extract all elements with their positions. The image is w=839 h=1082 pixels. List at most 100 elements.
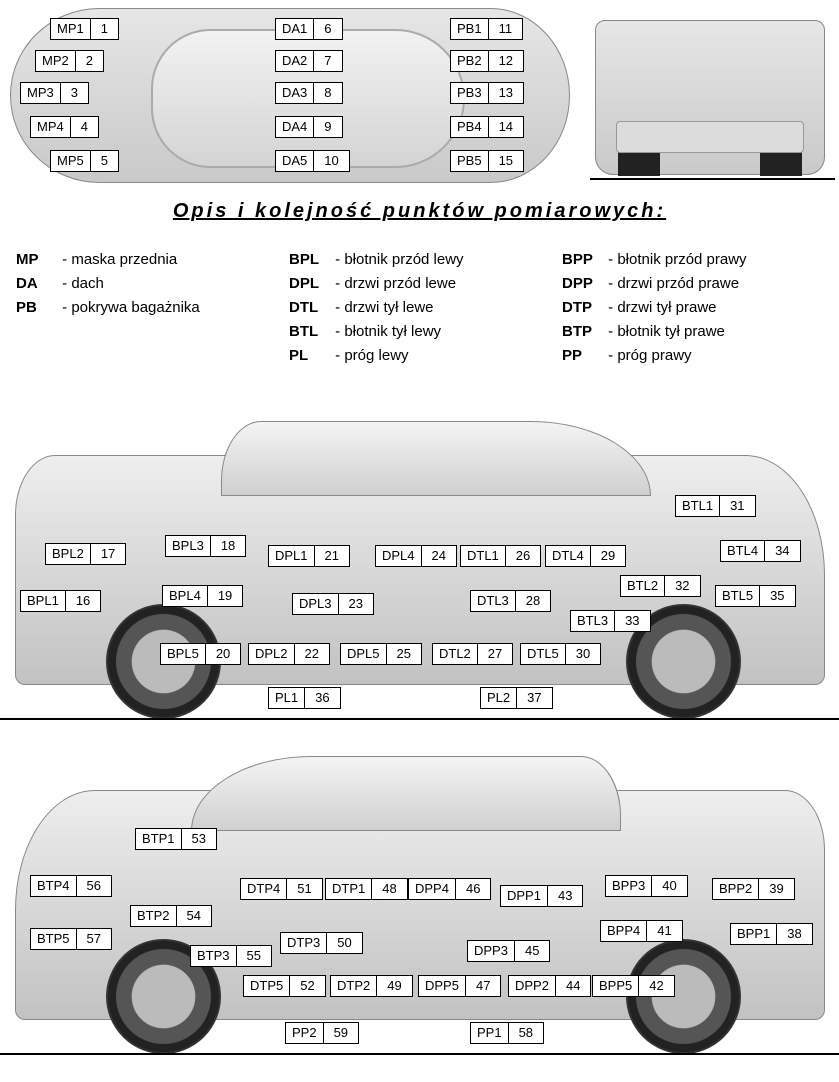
measure-label-btl1: BTL131 [675,495,756,517]
measure-label-code: DTL4 [546,546,591,566]
measure-label-number: 12 [489,51,523,71]
measure-label-code: PB4 [451,117,489,137]
measure-label-number: 51 [287,879,321,899]
measure-label-code: DTP5 [244,976,290,996]
measure-label-number: 33 [615,611,649,631]
measure-label-number: 25 [387,644,421,664]
measure-label-dtp1: DTP148 [325,878,408,900]
measure-label-dpl2: DPL222 [248,643,330,665]
measure-label-pb4: PB414 [450,116,524,138]
legend-code: DTL [289,299,331,317]
measure-label-code: BPP1 [731,924,777,944]
measure-label-dtl3: DTL328 [470,590,551,612]
legend-desc: - błotnik tył lewy [331,323,441,340]
measure-label-number: 24 [422,546,456,566]
measure-label-number: 20 [206,644,240,664]
measure-label-code: BTP1 [136,829,182,849]
measure-label-bpp3: BPP340 [605,875,688,897]
measure-label-mp3: MP33 [20,82,89,104]
measure-label-code: BPL1 [21,591,66,611]
measure-label-code: BTP2 [131,906,177,926]
measure-label-code: DPP2 [509,976,556,996]
measure-label-code: BTL5 [716,586,760,606]
measure-label-mp2: MP22 [35,50,104,72]
measure-label-btl2: BTL232 [620,575,701,597]
legend-code: DPL [289,275,331,293]
legend-desc: - drzwi przód prawe [604,275,739,292]
measure-label-pb5: PB515 [450,150,524,172]
measure-label-mp4: MP44 [30,116,99,138]
measure-label-da1: DA16 [275,18,343,40]
left-view-section: BPL116BPL217BPL318BPL419BPL520DPL121DPL2… [0,435,839,735]
measure-label-number: 45 [515,941,549,961]
measure-label-number: 36 [305,688,339,708]
car-left-cabin [221,421,651,496]
measure-label-dpl5: DPL525 [340,643,422,665]
measure-label-code: DTL2 [433,644,478,664]
legend-column-2: BPL - błotnik przód lewyDPL - drzwi przó… [283,245,556,395]
measure-label-number: 42 [639,976,673,996]
measure-label-number: 46 [456,879,490,899]
measure-label-bpl2: BPL217 [45,543,126,565]
measure-label-btp4: BTP456 [30,875,112,897]
measure-label-code: BTL2 [621,576,665,596]
measure-label-pp2: PP259 [285,1022,359,1044]
measure-label-pb1: PB111 [450,18,523,40]
measure-label-btp2: BTP254 [130,905,212,927]
measure-label-code: BPP5 [593,976,639,996]
measure-label-dpl3: DPL323 [292,593,374,615]
measure-label-btl5: BTL535 [715,585,796,607]
measure-label-btl4: BTL434 [720,540,801,562]
measure-label-code: BTP3 [191,946,237,966]
measure-label-number: 2 [76,51,103,71]
measure-label-code: DPP1 [501,886,548,906]
legend-code: PB [16,299,58,317]
measure-label-dpp5: DPP547 [418,975,501,997]
measure-label-dtl2: DTL227 [432,643,513,665]
measure-label-number: 56 [77,876,111,896]
measure-label-mp1: MP11 [50,18,119,40]
measure-label-dtp5: DTP552 [243,975,326,997]
measure-label-code: DTL3 [471,591,516,611]
measure-label-number: 37 [517,688,551,708]
measure-label-dpp4: DPP446 [408,878,491,900]
measure-label-code: DTP2 [331,976,377,996]
legend-desc: - błotnik przód prawy [604,251,747,268]
measure-label-number: 16 [66,591,100,611]
measure-label-code: DPL2 [249,644,295,664]
measure-label-bpp2: BPP239 [712,878,795,900]
measure-label-code: PB1 [451,19,489,39]
legend-desc: - błotnik przód lewy [331,251,464,268]
measure-label-code: DA5 [276,151,314,171]
measure-label-code: DPL3 [293,594,339,614]
measure-label-bpl4: BPL419 [162,585,243,607]
measure-label-code: DA2 [276,51,314,71]
measure-label-number: 48 [372,879,406,899]
legend-item-bpl: BPL - błotnik przód lewy [289,251,550,269]
measure-label-number: 31 [720,496,754,516]
measure-label-da5: DA510 [275,150,350,172]
measure-label-code: BPL2 [46,544,91,564]
measure-label-bpp4: BPP441 [600,920,683,942]
page-heading: Opis i kolejność punktów pomiarowych: [173,200,666,222]
legend-code: DTP [562,299,604,317]
measure-label-code: BPP3 [606,876,652,896]
measure-label-code: DTL1 [461,546,506,566]
measure-label-code: PP2 [286,1023,324,1043]
legend-desc: - błotnik tył prawe [604,323,725,340]
measure-label-code: DPP4 [409,879,456,899]
measure-label-number: 49 [377,976,411,996]
measure-label-bpl3: BPL318 [165,535,246,557]
measure-label-code: BTP4 [31,876,77,896]
measure-label-da4: DA49 [275,116,343,138]
measure-label-code: DTL5 [521,644,566,664]
measure-label-number: 41 [647,921,681,941]
measure-label-number: 47 [466,976,500,996]
measure-label-number: 39 [759,879,793,899]
measure-label-code: PB2 [451,51,489,71]
measure-label-dpp2: DPP244 [508,975,591,997]
measure-label-number: 8 [314,83,341,103]
ground-line-rear [590,178,835,180]
measure-label-number: 9 [314,117,341,137]
measure-label-number: 26 [506,546,540,566]
